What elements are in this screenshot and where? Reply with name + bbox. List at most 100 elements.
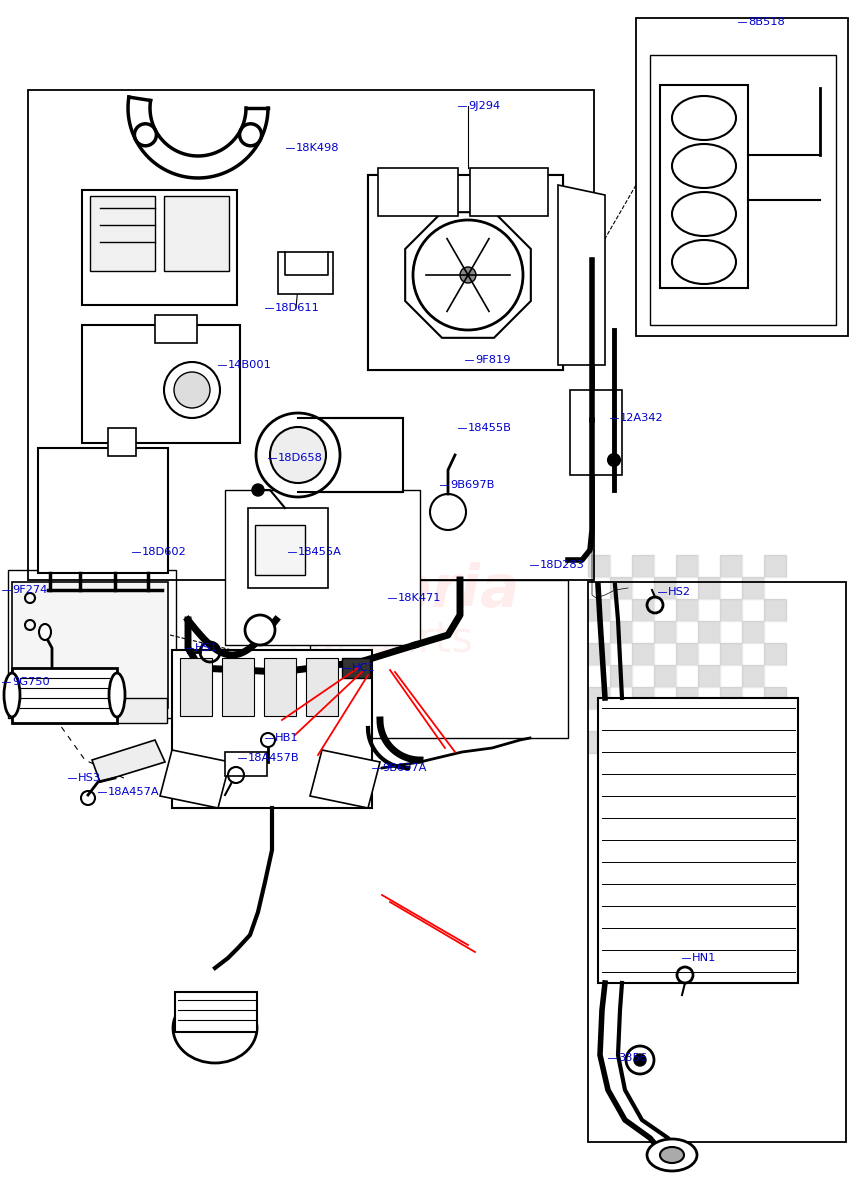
Bar (764, 665, 786, 686)
Bar (698, 665, 720, 686)
Text: 18D283: 18D283 (540, 560, 584, 570)
Bar (588, 577, 610, 599)
Bar (764, 709, 786, 731)
Bar (175, 992, 257, 1032)
Bar (90, 196, 155, 271)
Bar (742, 665, 764, 686)
Bar (698, 599, 720, 622)
Bar (225, 490, 420, 646)
Ellipse shape (256, 413, 340, 497)
Text: HB1: HB1 (275, 733, 298, 743)
Ellipse shape (109, 673, 125, 716)
Ellipse shape (672, 96, 736, 140)
Bar (8, 570, 176, 718)
Text: HS3: HS3 (78, 773, 101, 782)
Bar (676, 731, 698, 754)
Bar (570, 390, 622, 475)
Bar (378, 168, 458, 216)
Text: 18455B: 18455B (468, 422, 512, 433)
Ellipse shape (430, 494, 466, 530)
Bar (610, 554, 632, 577)
Bar (720, 731, 742, 754)
Polygon shape (660, 85, 748, 288)
Text: car parts: car parts (287, 619, 473, 661)
Bar (742, 731, 764, 754)
Text: 18455A: 18455A (298, 547, 342, 557)
Bar (720, 643, 742, 665)
Ellipse shape (252, 484, 264, 496)
Bar (632, 665, 654, 686)
Text: 18A457A: 18A457A (108, 787, 159, 797)
Bar (588, 709, 610, 731)
Bar (654, 554, 676, 577)
Bar (368, 175, 563, 370)
Bar (676, 622, 698, 643)
Ellipse shape (660, 1147, 684, 1163)
Ellipse shape (173, 994, 257, 1063)
Bar (310, 580, 568, 738)
Polygon shape (172, 650, 372, 808)
Bar (82, 325, 240, 443)
Text: HN1: HN1 (692, 953, 716, 962)
Bar (632, 643, 654, 665)
Bar (698, 709, 720, 731)
Polygon shape (160, 750, 230, 808)
Bar (588, 665, 610, 686)
Bar (264, 658, 296, 716)
Bar (676, 643, 698, 665)
Bar (588, 643, 610, 665)
Bar (306, 658, 338, 716)
Bar (676, 686, 698, 709)
Bar (742, 622, 764, 643)
Text: 3356: 3356 (618, 1054, 647, 1063)
Bar (676, 665, 698, 686)
Text: 18D658: 18D658 (278, 452, 323, 463)
Ellipse shape (4, 673, 20, 716)
Polygon shape (405, 212, 530, 338)
Bar (610, 686, 632, 709)
Bar (588, 554, 610, 577)
Bar (742, 554, 764, 577)
Bar (278, 252, 333, 294)
Bar (698, 686, 720, 709)
Bar (632, 731, 654, 754)
Bar (654, 709, 676, 731)
Bar (698, 731, 720, 754)
Polygon shape (12, 582, 168, 708)
Bar (12, 668, 117, 722)
Bar (764, 577, 786, 599)
Text: 18A457B: 18A457B (248, 754, 300, 763)
Bar (654, 643, 676, 665)
Ellipse shape (608, 454, 620, 466)
Bar (720, 665, 742, 686)
Ellipse shape (672, 240, 736, 284)
Text: 8B518: 8B518 (748, 17, 785, 26)
Bar (720, 709, 742, 731)
Bar (654, 686, 676, 709)
Bar (654, 622, 676, 643)
Text: 9G750: 9G750 (12, 677, 50, 686)
Bar (248, 508, 328, 588)
Bar (588, 686, 610, 709)
Bar (588, 731, 610, 754)
Bar (632, 554, 654, 577)
Text: HS2: HS2 (668, 587, 691, 596)
Bar (698, 622, 720, 643)
Text: 18K471: 18K471 (398, 593, 441, 602)
Text: 14B001: 14B001 (228, 360, 272, 370)
Bar (720, 686, 742, 709)
Bar (610, 643, 632, 665)
Ellipse shape (413, 220, 523, 330)
Bar (764, 599, 786, 622)
Bar (155, 314, 197, 343)
Text: HC1: HC1 (352, 662, 375, 673)
Bar (742, 599, 764, 622)
Bar (676, 599, 698, 622)
Bar (164, 196, 229, 271)
Bar (636, 18, 848, 336)
Bar (632, 622, 654, 643)
Bar (764, 643, 786, 665)
Bar (764, 686, 786, 709)
Bar (298, 418, 403, 492)
Bar (698, 643, 720, 665)
